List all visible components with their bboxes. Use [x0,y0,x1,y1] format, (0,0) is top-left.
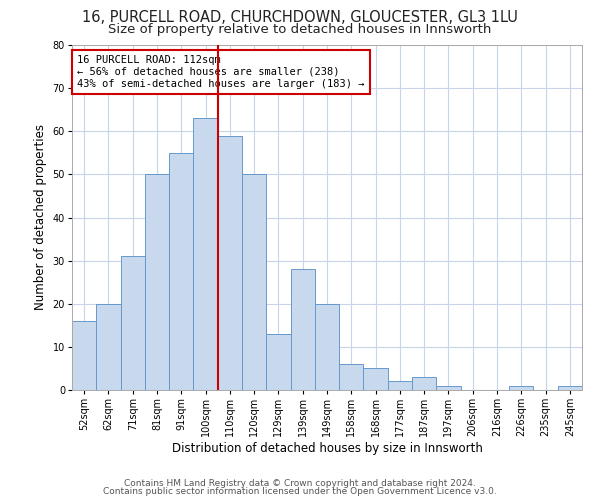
Bar [339,364,364,390]
Bar [218,136,242,390]
Bar [436,386,461,390]
Bar [364,368,388,390]
Bar [388,382,412,390]
Bar [193,118,218,390]
Text: Size of property relative to detached houses in Innsworth: Size of property relative to detached ho… [109,22,491,36]
Text: 16 PURCELL ROAD: 112sqm
← 56% of detached houses are smaller (238)
43% of semi-d: 16 PURCELL ROAD: 112sqm ← 56% of detache… [77,56,365,88]
Bar [315,304,339,390]
Bar [558,386,582,390]
Bar [121,256,145,390]
Text: Contains HM Land Registry data © Crown copyright and database right 2024.: Contains HM Land Registry data © Crown c… [124,478,476,488]
Bar [96,304,121,390]
Bar [72,321,96,390]
Bar [412,377,436,390]
X-axis label: Distribution of detached houses by size in Innsworth: Distribution of detached houses by size … [172,442,482,455]
Text: Contains public sector information licensed under the Open Government Licence v3: Contains public sector information licen… [103,487,497,496]
Bar [145,174,169,390]
Bar [290,269,315,390]
Bar [242,174,266,390]
Bar [169,153,193,390]
Bar [509,386,533,390]
Y-axis label: Number of detached properties: Number of detached properties [34,124,47,310]
Text: 16, PURCELL ROAD, CHURCHDOWN, GLOUCESTER, GL3 1LU: 16, PURCELL ROAD, CHURCHDOWN, GLOUCESTER… [82,10,518,25]
Bar [266,334,290,390]
